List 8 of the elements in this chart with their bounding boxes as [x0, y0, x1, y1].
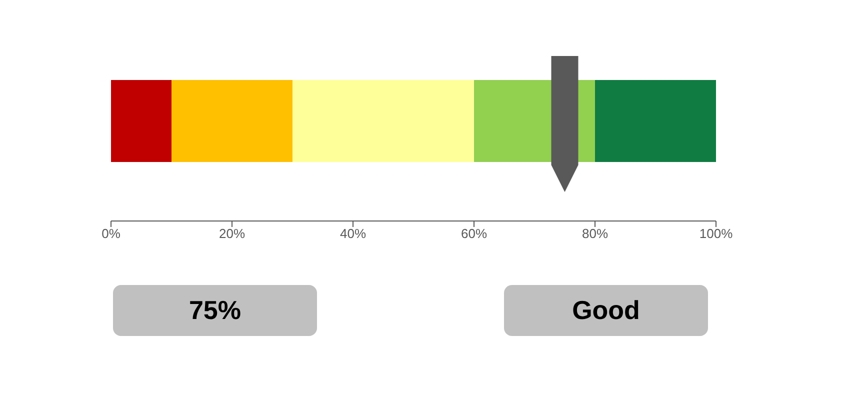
text: Good [504, 285, 708, 336]
x-tick-label: 0% [102, 226, 121, 242]
x-tick-label: 40% [340, 226, 366, 242]
text: 75% [113, 285, 317, 336]
x-tick-label: 20% [218, 226, 246, 242]
x-tick-label: 100% [699, 226, 734, 242]
x-tick-label: 80% [582, 226, 608, 242]
x-tick-label: 60% [460, 226, 488, 242]
